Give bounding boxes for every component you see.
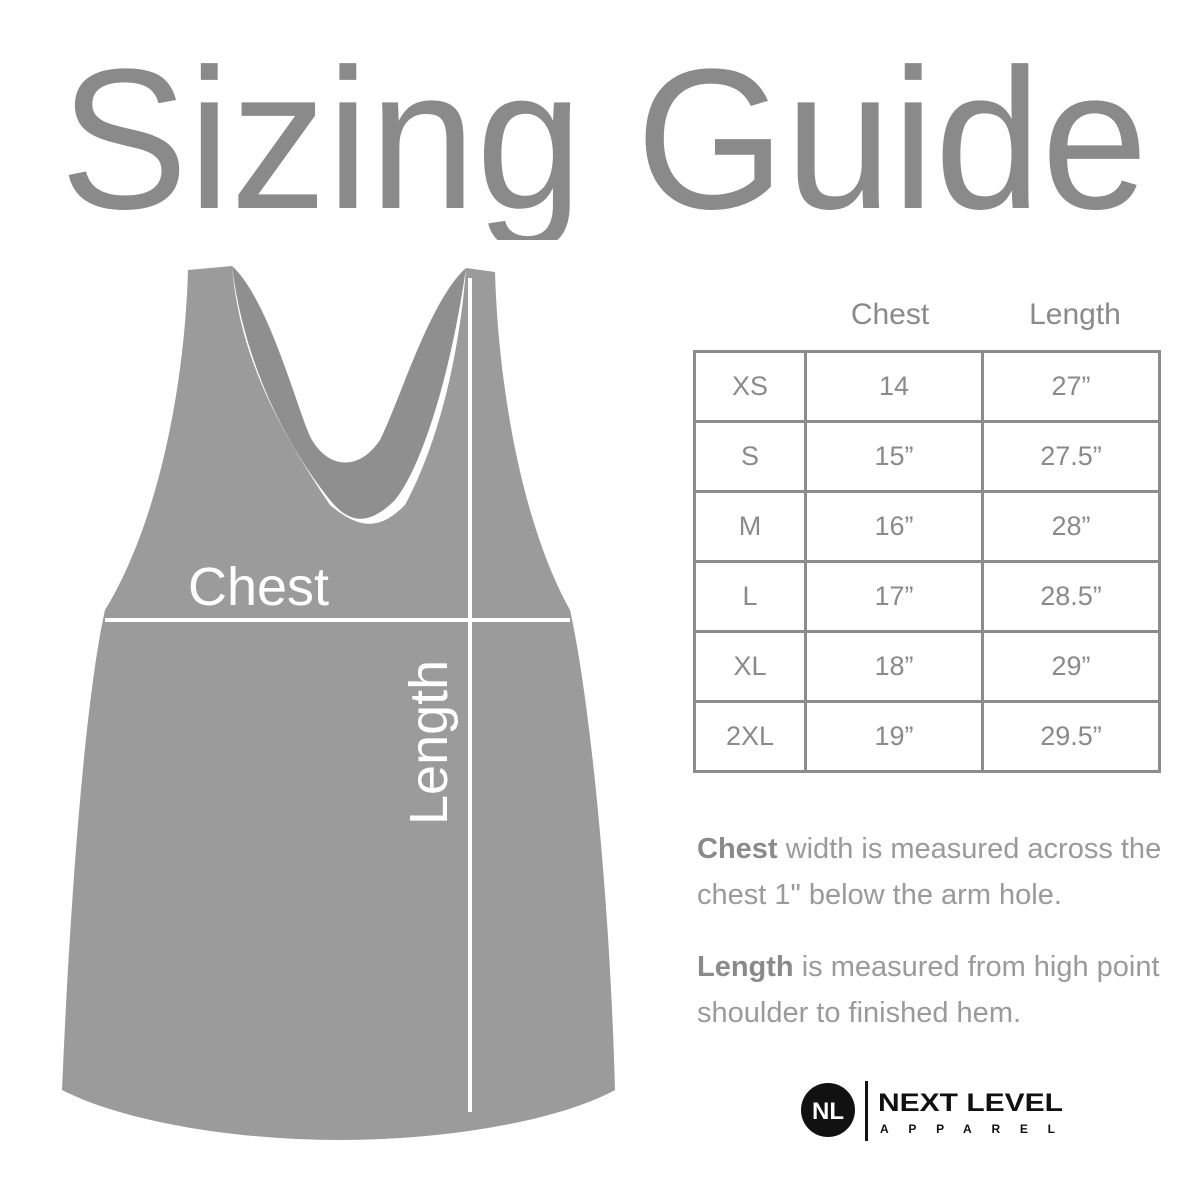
note-text: is measured from high point shoulder to … <box>697 951 1160 1029</box>
size-cell: S <box>693 420 807 493</box>
chest-cell: 14 <box>804 350 984 423</box>
tank-top-body <box>62 266 615 1140</box>
note-term: Length <box>697 951 794 983</box>
size-cell: 2XL <box>693 700 807 773</box>
page-title: Sizing Guide <box>60 28 1148 240</box>
length-label: Length <box>399 660 459 825</box>
table-row: XL 18” 29” <box>693 630 1161 703</box>
column-header-length: Length <box>1029 298 1121 331</box>
length-cell: 28” <box>981 490 1161 563</box>
size-table: XS 14 27” S 15” 27.5” M 16” 28” L 17” 28.5” XL 18” 29”… <box>693 350 1161 773</box>
tank-top-illustration: Chest Length <box>62 266 615 1140</box>
table-row: XS 14 27” <box>693 350 1161 423</box>
chest-cell: 18” <box>804 630 984 703</box>
logo-line2: APPAREL <box>880 1122 1055 1136</box>
length-cell: 29.5” <box>981 700 1161 773</box>
chest-cell: 15” <box>804 420 984 493</box>
chest-cell: 17” <box>804 560 984 633</box>
table-row: L 17” 28.5” <box>693 560 1161 633</box>
table-row: 2XL 19” 29.5” <box>693 700 1161 773</box>
logo-monogram: NL <box>812 1098 844 1125</box>
note-term: Chest <box>697 833 778 865</box>
column-header-chest: Chest <box>850 298 930 331</box>
table-row: M 16” 28” <box>693 490 1161 563</box>
racerback-inner <box>232 266 466 519</box>
note-text: width is measured across the chest 1" be… <box>697 833 1162 911</box>
chest-cell: 19” <box>804 700 984 773</box>
length-note: Length is measured from high point shoul… <box>697 944 1177 1036</box>
chest-label: Chest <box>188 557 329 617</box>
length-cell: 27.5” <box>981 420 1161 493</box>
next-level-apparel-logo: NL NEXT LEVEL APPAREL <box>801 1081 1063 1141</box>
size-cell: M <box>693 490 807 563</box>
size-cell: L <box>693 560 807 633</box>
length-cell: 29” <box>981 630 1161 703</box>
length-cell: 27” <box>981 350 1161 423</box>
chest-note: Chest width is measured across the chest… <box>697 826 1177 918</box>
size-cell: XS <box>693 350 807 423</box>
table-row: S 15” 27.5” <box>693 420 1161 493</box>
chest-cell: 16” <box>804 490 984 563</box>
logo-line1: NEXT LEVEL <box>878 1089 1063 1117</box>
size-cell: XL <box>693 630 807 703</box>
title-text: Sizing Guide <box>60 28 1148 240</box>
length-cell: 28.5” <box>981 560 1161 633</box>
